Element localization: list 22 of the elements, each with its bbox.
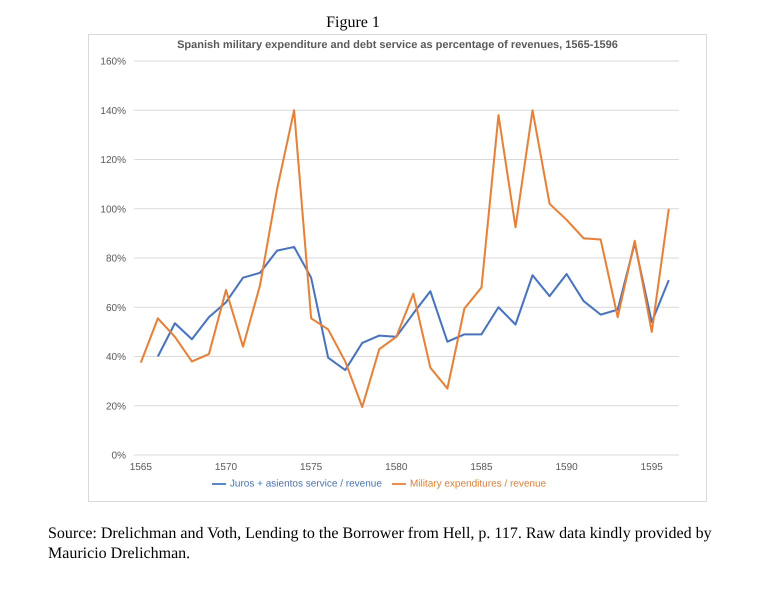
x-tick-label: 1585 [470, 462, 493, 474]
x-tick-label: 1575 [300, 462, 323, 474]
y-tick-label: 160% [100, 56, 126, 68]
y-tick-label: 60% [106, 302, 126, 314]
line-series [140, 109, 670, 408]
x-tick-label: 1565 [130, 462, 152, 474]
source-note: Source: Drelichman and Voth, Lending to the Borrower from Hell, p. 117. Raw data kindly provided by Mauricio Drelichman. [48, 524, 713, 564]
y-tick-label: 120% [100, 155, 126, 166]
y-tick-label: 40% [106, 352, 126, 364]
x-tick-label: 1595 [640, 462, 664, 474]
x-tick-label: 1580 [385, 462, 408, 474]
legend-label: Military expenditures / revenue [410, 478, 546, 490]
legend-label: Juros + asientos service / revenue [230, 478, 382, 490]
x-tick-label: 1570 [214, 462, 238, 474]
y-tick-label: 0% [112, 450, 126, 462]
y-tick-label: 80% [106, 254, 126, 265]
y-tick-label: 140% [100, 106, 126, 117]
x-tick-label: 1590 [555, 462, 578, 474]
chart-subtitle: Spanish military expenditure and debt service as percentage of revenues, 1565-1596 [176, 39, 619, 51]
chart-title: Figure 1 [325, 14, 381, 32]
y-tick-label: 100% [100, 204, 126, 216]
y-tick-label: 20% [106, 401, 126, 412]
